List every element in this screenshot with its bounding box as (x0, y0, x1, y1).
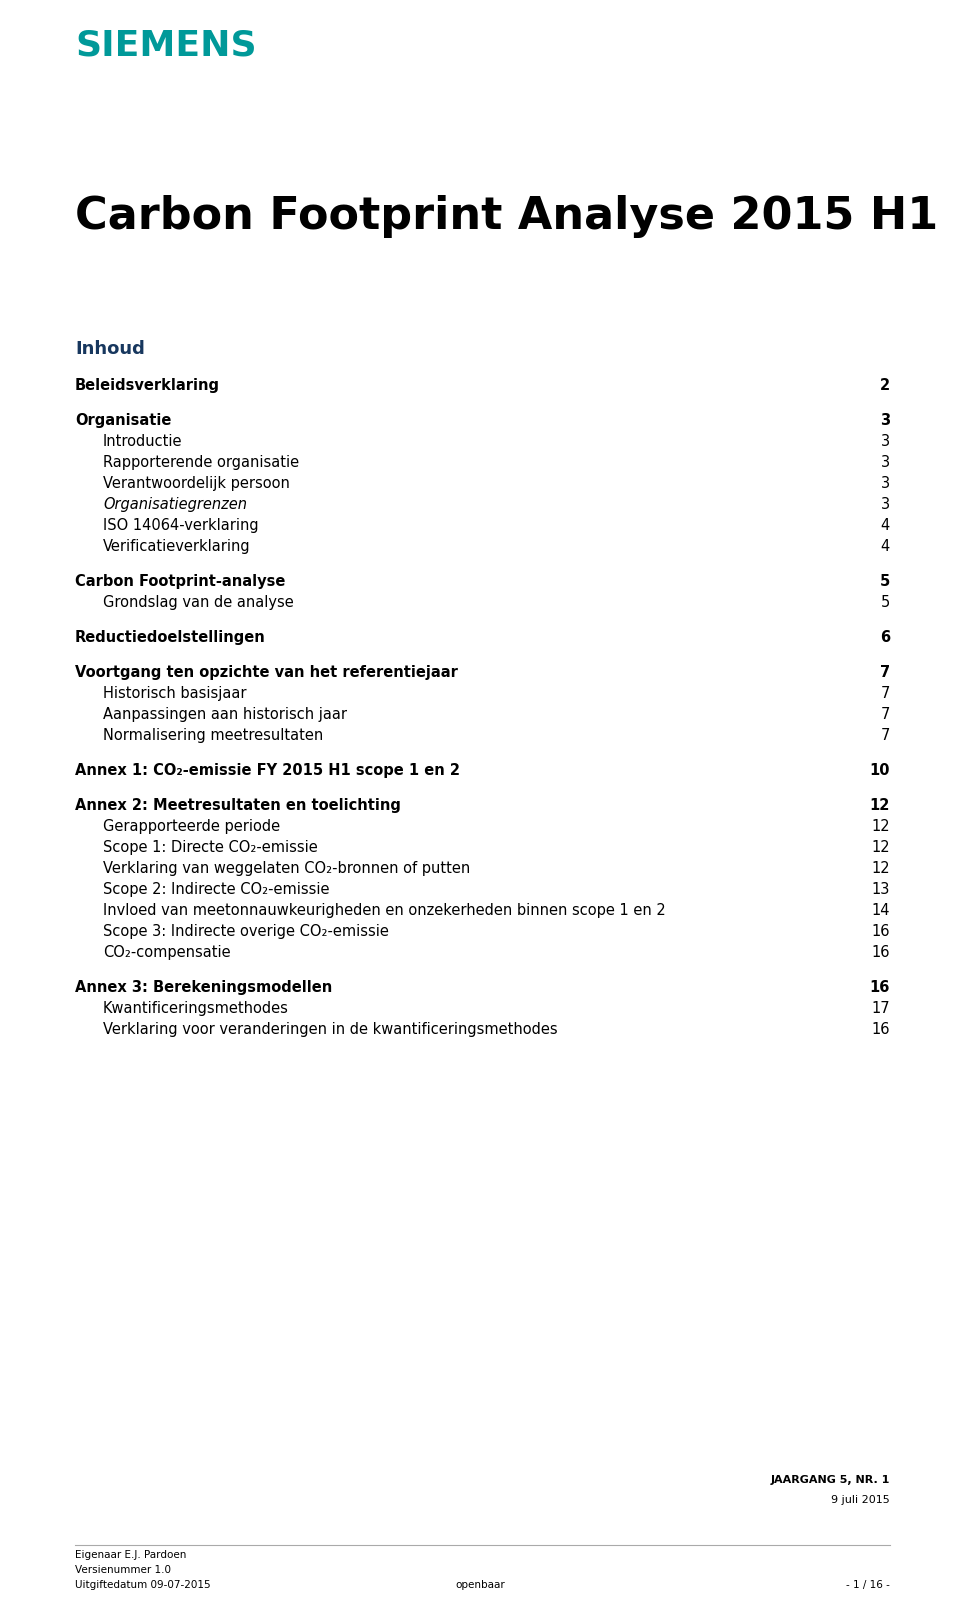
Text: 7: 7 (880, 728, 890, 742)
Text: Scope 3: Indirecte overige CO₂-emissie: Scope 3: Indirecte overige CO₂-emissie (103, 924, 389, 939)
Text: 9 juli 2015: 9 juli 2015 (831, 1496, 890, 1505)
Text: 3: 3 (881, 435, 890, 449)
Text: 14: 14 (872, 903, 890, 918)
Text: 12: 12 (872, 861, 890, 876)
Text: Aanpassingen aan historisch jaar: Aanpassingen aan historisch jaar (103, 707, 347, 721)
Text: Annex 1: CO₂-emissie FY 2015 H1 scope 1 en 2: Annex 1: CO₂-emissie FY 2015 H1 scope 1 … (75, 763, 460, 778)
Text: Organisatie: Organisatie (75, 414, 172, 428)
Text: CO₂-compensatie: CO₂-compensatie (103, 945, 230, 960)
Text: 3: 3 (881, 477, 890, 491)
Text: 5: 5 (879, 575, 890, 589)
Text: 16: 16 (872, 945, 890, 960)
Text: Reductiedoelstellingen: Reductiedoelstellingen (75, 630, 266, 646)
Text: Verantwoordelijk persoon: Verantwoordelijk persoon (103, 477, 290, 491)
Text: 2: 2 (880, 378, 890, 393)
Text: 12: 12 (872, 819, 890, 834)
Text: Scope 1: Directe CO₂-emissie: Scope 1: Directe CO₂-emissie (103, 840, 318, 855)
Text: Eigenaar E.J. Pardoen: Eigenaar E.J. Pardoen (75, 1550, 186, 1560)
Text: Normalisering meetresultaten: Normalisering meetresultaten (103, 728, 324, 742)
Text: Gerapporteerde periode: Gerapporteerde periode (103, 819, 280, 834)
Text: Kwantificeringsmethodes: Kwantificeringsmethodes (103, 1001, 289, 1016)
Text: 17: 17 (872, 1001, 890, 1016)
Text: 7: 7 (880, 686, 890, 700)
Text: SIEMENS: SIEMENS (75, 27, 256, 63)
Text: 13: 13 (872, 882, 890, 897)
Text: 6: 6 (880, 630, 890, 646)
Text: Grondslag van de analyse: Grondslag van de analyse (103, 596, 294, 610)
Text: Carbon Footprint-analyse: Carbon Footprint-analyse (75, 575, 285, 589)
Text: 3: 3 (880, 414, 890, 428)
Text: 12: 12 (870, 799, 890, 813)
Text: Verificatieverklaring: Verificatieverklaring (103, 539, 251, 554)
Text: - 1 / 16 -: - 1 / 16 - (846, 1579, 890, 1591)
Text: 16: 16 (872, 924, 890, 939)
Text: openbaar: openbaar (455, 1579, 505, 1591)
Text: Inhoud: Inhoud (75, 340, 145, 357)
Text: Annex 3: Berekeningsmodellen: Annex 3: Berekeningsmodellen (75, 980, 332, 995)
Text: 7: 7 (880, 707, 890, 721)
Text: Beleidsverklaring: Beleidsverklaring (75, 378, 220, 393)
Text: Historisch basisjaar: Historisch basisjaar (103, 686, 247, 700)
Text: 12: 12 (872, 840, 890, 855)
Text: Rapporterende organisatie: Rapporterende organisatie (103, 456, 300, 470)
Text: 3: 3 (881, 497, 890, 512)
Text: Versienummer 1.0: Versienummer 1.0 (75, 1565, 171, 1575)
Text: Verklaring van weggelaten CO₂-bronnen of putten: Verklaring van weggelaten CO₂-bronnen of… (103, 861, 470, 876)
Text: Organisatiegrenzen: Organisatiegrenzen (103, 497, 247, 512)
Text: 16: 16 (870, 980, 890, 995)
Text: JAARGANG 5, NR. 1: JAARGANG 5, NR. 1 (771, 1475, 890, 1484)
Text: Voortgang ten opzichte van het referentiejaar: Voortgang ten opzichte van het referenti… (75, 665, 458, 679)
Text: 10: 10 (870, 763, 890, 778)
Text: Invloed van meetonnauwkeurigheden en onzekerheden binnen scope 1 en 2: Invloed van meetonnauwkeurigheden en onz… (103, 903, 665, 918)
Text: 7: 7 (880, 665, 890, 679)
Text: 16: 16 (872, 1022, 890, 1037)
Text: Carbon Footprint Analyse 2015 H1: Carbon Footprint Analyse 2015 H1 (75, 195, 938, 238)
Text: 5: 5 (880, 596, 890, 610)
Text: Introductie: Introductie (103, 435, 182, 449)
Text: ISO 14064-verklaring: ISO 14064-verklaring (103, 518, 258, 533)
Text: 3: 3 (881, 456, 890, 470)
Text: Scope 2: Indirecte CO₂-emissie: Scope 2: Indirecte CO₂-emissie (103, 882, 329, 897)
Text: Verklaring voor veranderingen in de kwantificeringsmethodes: Verklaring voor veranderingen in de kwan… (103, 1022, 558, 1037)
Text: 4: 4 (880, 518, 890, 533)
Text: 4: 4 (880, 539, 890, 554)
Text: Annex 2: Meetresultaten en toelichting: Annex 2: Meetresultaten en toelichting (75, 799, 401, 813)
Text: Uitgiftedatum 09-07-2015: Uitgiftedatum 09-07-2015 (75, 1579, 210, 1591)
